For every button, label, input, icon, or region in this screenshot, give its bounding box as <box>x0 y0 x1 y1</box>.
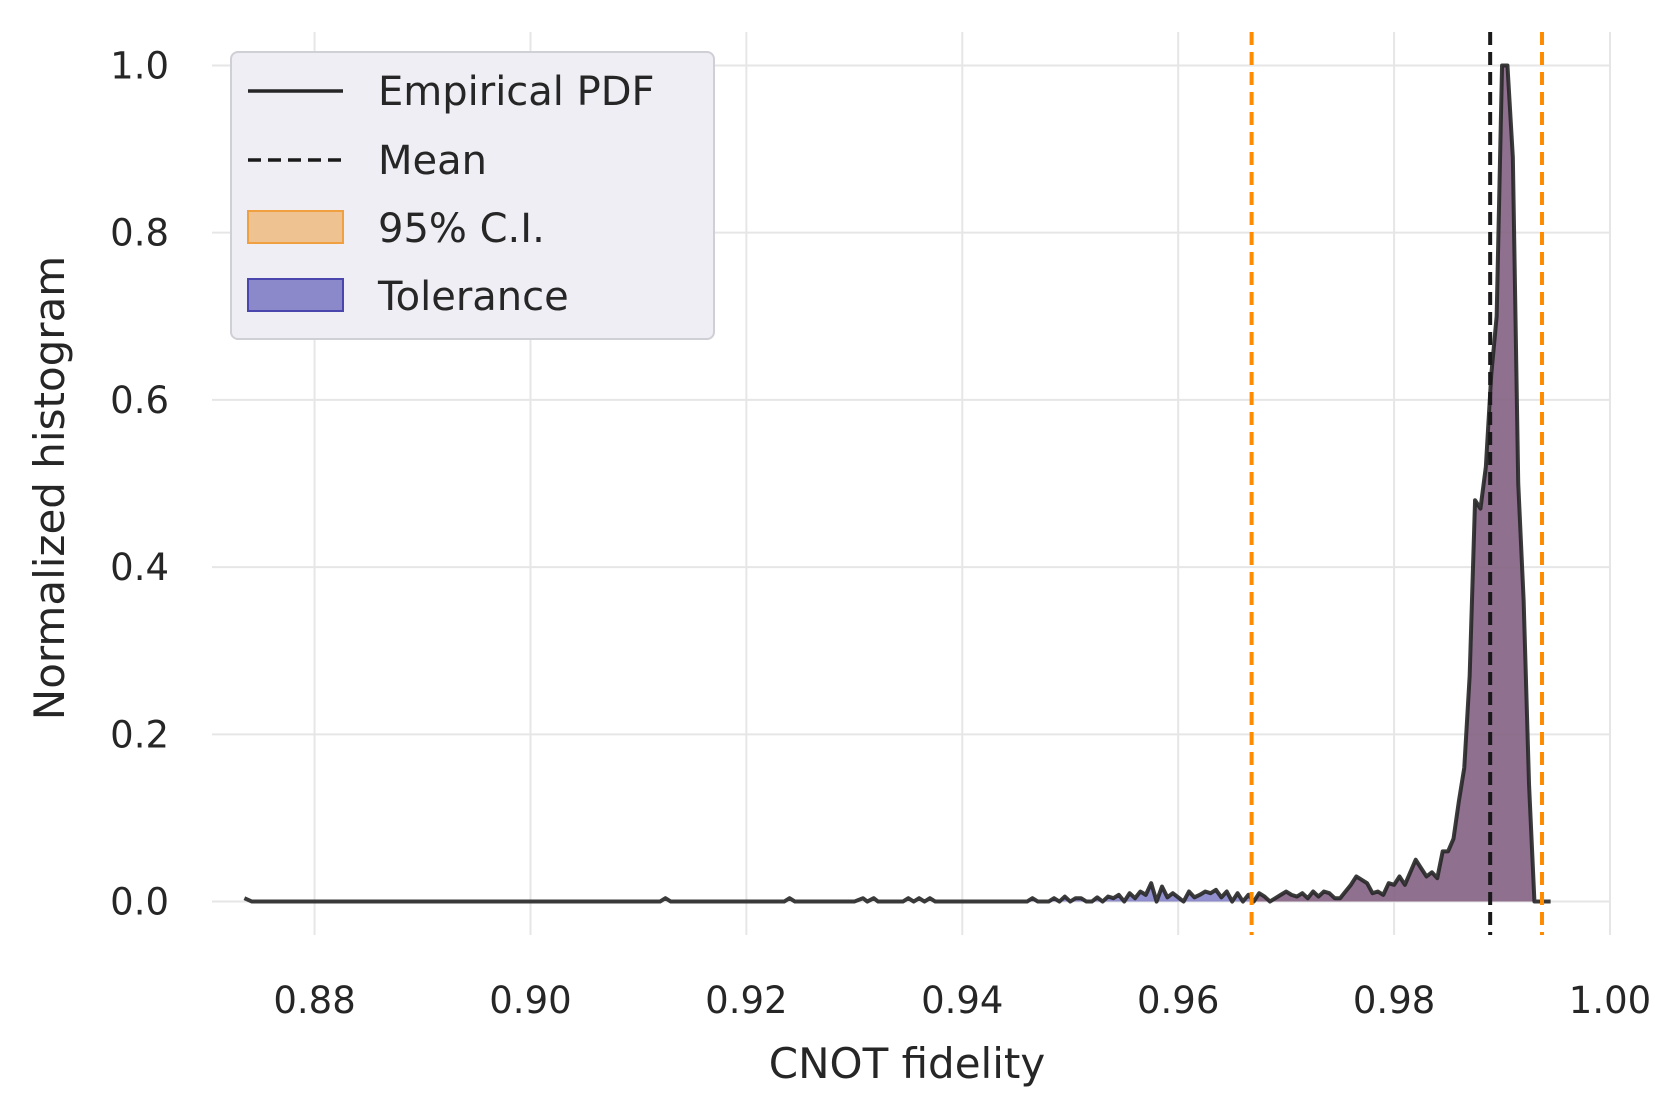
x-tick-label: 0.94 <box>921 979 1003 1022</box>
y-tick-label: 0.4 <box>110 546 169 589</box>
legend-marker-tolerance <box>247 278 344 312</box>
y-tick-labels: 0.0 0.2 0.4 0.6 0.8 1.0 <box>110 44 169 923</box>
x-tick-label: 0.90 <box>489 979 571 1022</box>
x-tick-label: 0.88 <box>273 979 355 1022</box>
y-axis-label: Normalized histogram <box>25 256 74 720</box>
y-tick-label: 0.8 <box>110 212 169 255</box>
x-tick-label: 0.96 <box>1137 979 1219 1022</box>
pdf-line-layer <box>243 63 1551 904</box>
ci-area <box>1253 65 1540 902</box>
legend-box <box>230 51 715 340</box>
x-tick-label: 0.98 <box>1353 979 1435 1022</box>
legend-label-empirical-pdf: Empirical PDF <box>378 69 655 115</box>
legend-label-ci: 95% C.I. <box>378 206 545 252</box>
empirical-pdf-line <box>243 63 1551 904</box>
legend-label-tolerance: Tolerance <box>377 274 569 320</box>
y-tick-label: 0.2 <box>110 713 169 756</box>
y-tick-label: 0.0 <box>110 881 169 924</box>
x-tick-labels: 0.88 0.90 0.92 0.94 0.96 0.98 1.00 <box>273 979 1651 1022</box>
x-tick-label: 0.92 <box>705 979 787 1022</box>
legend-marker-ci <box>247 210 344 244</box>
x-tick-label: 1.00 <box>1569 979 1651 1022</box>
legend-label-mean: Mean <box>378 138 487 184</box>
reference-lines <box>1249 32 1544 935</box>
x-axis-label: CNOT fidelity <box>769 1039 1045 1088</box>
y-tick-label: 1.0 <box>110 44 169 87</box>
area-fills <box>1005 65 1551 902</box>
legend: Empirical PDF Mean 95% C.I. Tolerance <box>230 51 715 340</box>
y-tick-label: 0.6 <box>110 379 169 422</box>
